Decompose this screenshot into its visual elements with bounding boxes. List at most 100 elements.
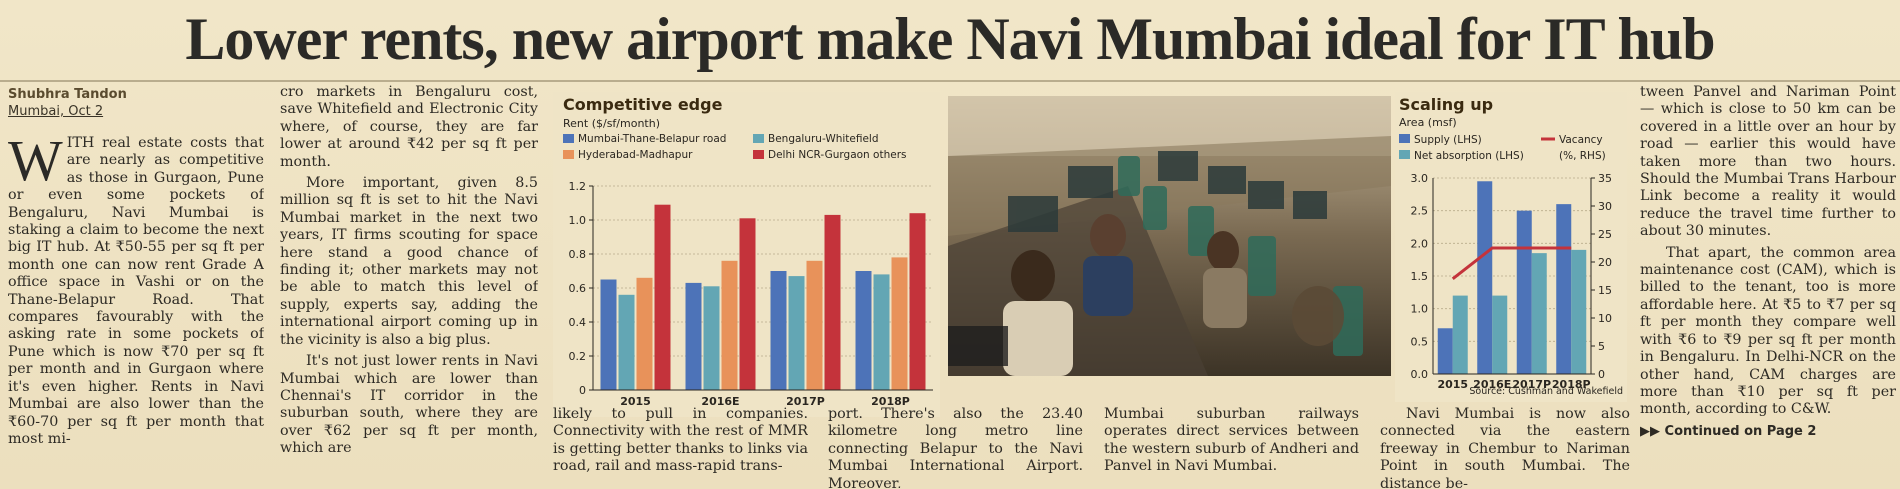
y-tick-label: 0.2	[569, 350, 587, 363]
bar	[1571, 249, 1587, 374]
bar	[721, 260, 738, 390]
bar	[600, 279, 617, 390]
y-left-tick-label: 2.5	[1411, 205, 1429, 218]
bar	[703, 286, 720, 390]
legend-label: Delhi NCR-Gurgaon others	[768, 149, 906, 161]
chart-bars	[600, 204, 926, 390]
chart-legend: Mumbai-Thane-Belapur road Bengaluru-White…	[563, 133, 906, 161]
x-tick-label: 2015	[620, 395, 651, 408]
headline: Lower rents, new airport make Navi Mumba…	[185, 6, 1715, 72]
chart-subtitle: Area (msf)	[1399, 116, 1457, 129]
paragraph: port. There's also the 23.40 kilometre l…	[828, 406, 1083, 488]
y-left-tick-label: 2.0	[1411, 237, 1429, 250]
bar	[891, 257, 908, 390]
office-photo	[948, 96, 1391, 376]
y-tick-label: 1.2	[569, 180, 587, 193]
legend-label: Bengaluru-Whitefield	[768, 133, 879, 145]
article-column-2: cro markets in Bengaluru cost, save Whit…	[280, 84, 538, 486]
continued-text[interactable]: Continued on Page 2	[1664, 423, 1817, 439]
y-left-tick-label: 3.0	[1411, 172, 1429, 185]
byline: Shubhra Tandon	[8, 87, 127, 102]
article-column-7: tween Panvel and Nariman Point — which i…	[1640, 84, 1896, 488]
y-tick-label: 0.8	[569, 248, 587, 261]
lead-paragraph: W ITH real estate costs that are nearly a…	[8, 132, 264, 448]
chart-line	[1451, 246, 1572, 280]
y-left-tick-label: 0.5	[1411, 335, 1429, 348]
bar	[1531, 253, 1547, 374]
legend-label: Hyderabad-Madhapur	[578, 149, 693, 161]
chart-legend: Supply (LHS) Net absorption (LHS) Vacancy (…	[1399, 134, 1606, 162]
x-tick-label: 2018P	[1552, 378, 1591, 391]
y-left-tick-label: 1.0	[1411, 303, 1429, 316]
chart-axis: 0 0.2 0.4 0.6 0.8 1.0 1.2 2015 2016E 2017P 2018P	[569, 180, 933, 408]
bar	[824, 214, 841, 390]
x-tick-label: 2018P	[871, 395, 910, 408]
legend-swatch	[563, 134, 574, 143]
bar	[873, 274, 890, 390]
x-tick-label: 2016E	[1473, 378, 1511, 391]
bar	[1477, 181, 1493, 374]
y-tick-label: 0	[579, 384, 586, 397]
vacancy-line	[1451, 246, 1572, 280]
chart-subtitle: Rent ($/sf/month)	[563, 117, 660, 130]
y-left-tick-label: 0.0	[1411, 368, 1429, 381]
bar	[618, 294, 635, 390]
y-right-tick-label: 15	[1598, 284, 1612, 297]
y-left-tick-label: 1.5	[1411, 270, 1429, 283]
paragraph: More important, given 8.5 million sq ft …	[280, 175, 538, 348]
paragraph: It's not just lower rents in Navi Mumbai…	[280, 353, 538, 457]
paragraph: Mumbai suburban railways operates direct…	[1104, 406, 1359, 475]
paragraph: tween Panvel and Nariman Point — which i…	[1640, 84, 1896, 240]
article-column-1: Shubhra Tandon Mumbai, Oct 2 W ITH real e…	[8, 86, 264, 486]
paragraph: cro markets in Bengaluru cost, save Whit…	[280, 84, 538, 170]
bar	[1452, 295, 1468, 374]
y-right-tick-label: 30	[1598, 200, 1612, 213]
paragraph: That apart, the common area maintenance …	[1640, 244, 1896, 418]
scaling-up-chart: Scaling up Area (msf) Supply (LHS) Net ab…	[1395, 92, 1627, 402]
legend-label: Mumbai-Thane-Belapur road	[578, 133, 726, 145]
bar	[739, 218, 756, 390]
y-tick-label: 0.6	[569, 282, 587, 295]
legend-swatch	[1399, 150, 1410, 159]
bar	[636, 277, 653, 390]
legend-swatch	[563, 150, 574, 159]
legend-label: Supply (LHS)	[1414, 134, 1482, 146]
legend-label: (%, RHS)	[1559, 150, 1606, 162]
chart-title: Competitive edge	[563, 95, 723, 114]
legend-swatch	[753, 150, 764, 159]
y-tick-label: 1.0	[569, 214, 587, 227]
lead-paragraph-text: ITH real estate costs that are nearly as…	[8, 135, 264, 447]
bar	[1492, 295, 1508, 374]
headline-rule	[0, 80, 1900, 82]
bar	[770, 271, 787, 390]
bar	[788, 276, 805, 390]
article-column-5: Mumbai suburban railways operates direct…	[1104, 406, 1359, 488]
chart-title: Scaling up	[1399, 95, 1493, 114]
legend-label: Vacancy	[1559, 134, 1603, 146]
y-right-tick-label: 25	[1598, 228, 1612, 241]
legend-swatch	[1399, 134, 1410, 143]
bar	[855, 271, 872, 390]
chart-source: Source: Cushman and Wakefield	[1469, 386, 1623, 397]
bar	[909, 213, 926, 390]
bar	[1437, 328, 1453, 374]
bar	[685, 282, 702, 390]
dateline: Mumbai, Oct 2	[8, 104, 104, 119]
x-tick-label: 2016E	[701, 395, 739, 408]
competitive-edge-chart: Competitive edge Rent ($/sf/month) Mumba…	[553, 92, 940, 417]
bar	[806, 260, 823, 390]
continued-link[interactable]: ▶▶ Continued on Page 2	[1640, 423, 1817, 439]
article-column-4: port. There's also the 23.40 kilometre l…	[828, 406, 1083, 488]
x-tick-label: 2017P	[1512, 378, 1551, 391]
y-right-tick-label: 10	[1598, 312, 1612, 325]
article-column-3: likely to pull in companies. Connectivit…	[553, 406, 808, 488]
chart-axis: 0.0 0.5 1.0 1.5 2.0 2.5 3.0 0 5 10 15 20 25 30 35 2015 2…	[1411, 172, 1613, 391]
bar	[1556, 204, 1572, 374]
y-right-tick-label: 5	[1598, 340, 1605, 353]
legend-swatch	[753, 134, 764, 143]
x-tick-label: 2017P	[786, 395, 825, 408]
y-tick-label: 0.4	[569, 316, 587, 329]
y-right-tick-label: 35	[1598, 172, 1612, 185]
article-column-6: Navi Mumbai is now also connected via th…	[1380, 406, 1630, 488]
